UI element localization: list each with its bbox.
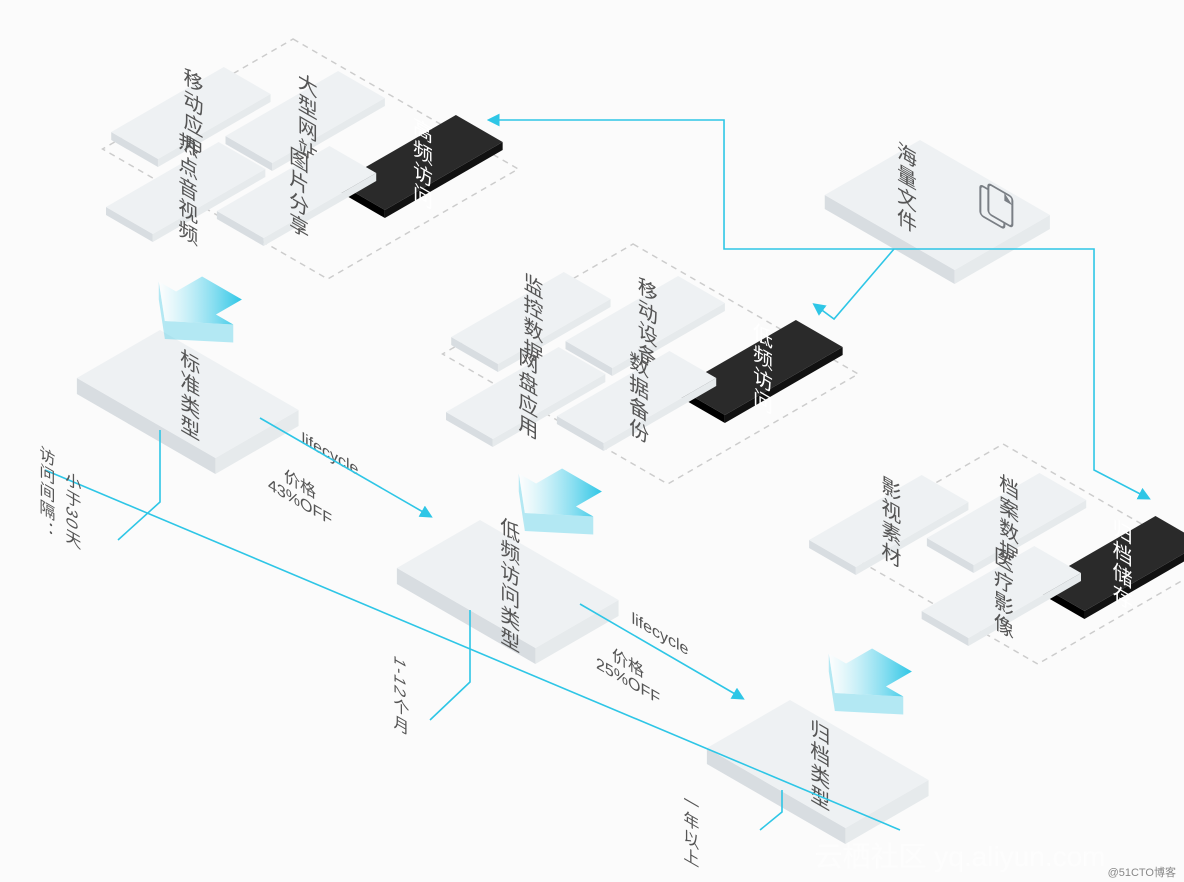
svg-text:价格25%OFF: 价格25%OFF bbox=[596, 635, 660, 708]
credit: @51CTO博客 bbox=[1108, 865, 1176, 879]
svg-text:归档储存: 归档储存 bbox=[1110, 514, 1133, 615]
svg-text:影视素材: 影视素材 bbox=[879, 471, 902, 572]
svg-text:访问间隔：: 访问间隔： bbox=[37, 442, 56, 543]
svg-text:高频访问: 高频访问 bbox=[410, 113, 433, 214]
arrow-to-standard bbox=[159, 277, 242, 343]
svg-text:低频访问: 低频访问 bbox=[750, 318, 773, 419]
svg-text:一年以上: 一年以上 bbox=[681, 789, 700, 872]
timeline-t1: 小于30天 bbox=[63, 467, 82, 553]
watermark: 云栖社区 yq.aliyun.com bbox=[815, 841, 1106, 872]
svg-text:价格43%OFF: 价格43%OFF bbox=[268, 456, 332, 529]
timeline-axis bbox=[45, 470, 900, 830]
timeline-t2: 1-12个月 bbox=[391, 653, 410, 740]
svg-text:低频访问类型: 低频访问类型 bbox=[498, 512, 521, 657]
svg-text:lifecycle: lifecycle bbox=[632, 608, 689, 659]
line-source-to-highfreq bbox=[490, 120, 894, 249]
svg-text:小于30天: 小于30天 bbox=[63, 467, 82, 553]
svg-text:数据备份: 数据备份 bbox=[627, 347, 650, 448]
line-source-to-lowfreq bbox=[815, 249, 894, 319]
svg-text:图片分享: 图片分享 bbox=[287, 142, 310, 243]
line-source-to-archive bbox=[894, 249, 1148, 498]
timeline-t3: 一年以上 bbox=[681, 789, 700, 872]
arrow-to-lowfreq bbox=[519, 469, 602, 535]
svg-text:网盘应用: 网盘应用 bbox=[516, 343, 539, 444]
line-lft-to-art bbox=[580, 604, 742, 698]
svg-text:1-12个月: 1-12个月 bbox=[391, 653, 410, 740]
svg-text:海量文件: 海量文件 bbox=[895, 137, 918, 238]
timeline-label: 访问间隔： bbox=[37, 442, 56, 543]
svg-text:lifecycle: lifecycle bbox=[302, 428, 359, 479]
svg-text:标准类型: 标准类型 bbox=[178, 344, 201, 445]
source-tile bbox=[825, 140, 1050, 284]
svg-text:医疗影像: 医疗影像 bbox=[991, 542, 1014, 643]
svg-text:热点音视频: 热点音视频 bbox=[176, 127, 199, 250]
arrow-to-archive bbox=[829, 649, 912, 715]
svg-text:归档类型: 归档类型 bbox=[808, 714, 831, 815]
